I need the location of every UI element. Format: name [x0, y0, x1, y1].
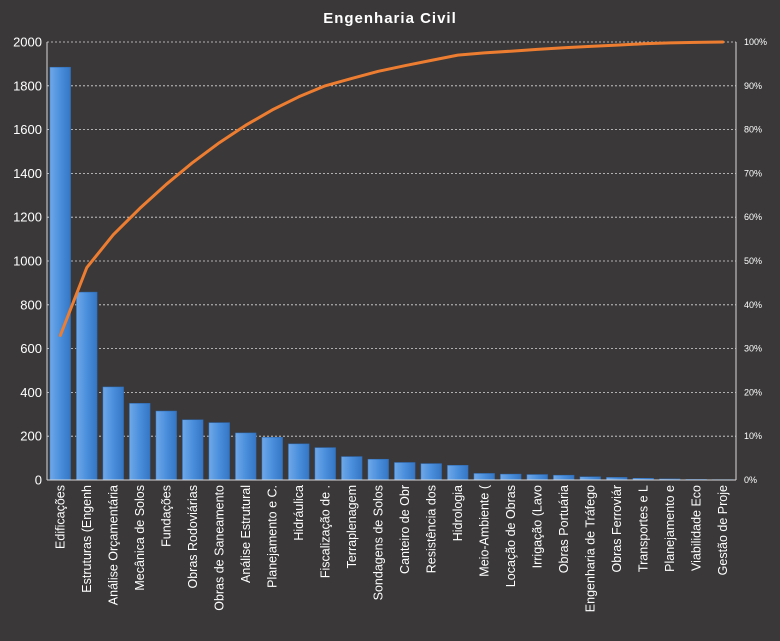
x-category-label: Resistência dos: [424, 485, 438, 573]
bar: [473, 473, 495, 481]
gridlines: [47, 41, 736, 437]
y2-tick-label: 50%: [744, 256, 762, 266]
bar: [394, 462, 416, 481]
x-category-label: Obras de Saneamento: [212, 485, 226, 611]
bar: [447, 465, 469, 481]
y2-tick-label: 90%: [744, 81, 762, 91]
x-category-label: Análise Estrutural: [239, 485, 253, 583]
y2-tick-label: 10%: [744, 431, 762, 441]
y-tick-label: 1200: [13, 210, 42, 225]
x-category-label: Obras Portuária: [557, 485, 571, 573]
y-tick-label: 0: [35, 473, 42, 488]
y2-tick-label: 100%: [744, 37, 767, 47]
x-category-label: Viabilidade Eco: [689, 485, 703, 571]
x-category-label: Engenharia de Tráfego: [583, 485, 597, 612]
bar: [261, 437, 283, 481]
y-tick-label: 600: [20, 341, 42, 356]
y-tick-label: 2000: [13, 35, 42, 50]
x-category-label: Fundações: [159, 485, 173, 547]
y-tick-label: 200: [20, 429, 42, 444]
bar: [341, 456, 363, 481]
bar: [526, 474, 548, 481]
y-tick-label: 1600: [13, 122, 42, 137]
x-category-label: Planejamento e: [663, 485, 677, 572]
y2-tick-label: 40%: [744, 300, 762, 310]
y2-tick-label: 70%: [744, 168, 762, 178]
x-category-label: Mecânica de Solos: [133, 485, 147, 591]
x-category-label: Canteiro de Obr: [398, 485, 412, 574]
x-category-label: Planejamento e C.: [265, 485, 279, 588]
y-tick-label: 1000: [13, 254, 42, 269]
bar: [129, 403, 151, 481]
x-category-label: Estruturas (Engenh: [80, 485, 94, 593]
y-axis-ticks: 0 200 400 600 800 1000 1200 1400 1600 1800 2000: [13, 35, 42, 488]
x-category-label: Hidrologia: [451, 485, 465, 541]
bar: [208, 422, 230, 481]
x-category-label: Gestão de Proje: [716, 485, 730, 575]
x-category-label: Sondagens de Solos: [371, 485, 385, 600]
bar: [182, 419, 204, 481]
x-category-label: Irrigação (Lavo: [530, 485, 544, 568]
chart-title: Engenharia Civil: [323, 10, 457, 27]
x-category-label: Fiscalização de .: [318, 485, 332, 578]
y2-axis-ticks: 0% 10% 20% 30% 40% 50% 60% 70% 80% 90% 100%: [744, 37, 767, 485]
y2-tick-label: 60%: [744, 212, 762, 222]
axes: [46, 42, 737, 481]
y2-tick-label: 80%: [744, 125, 762, 135]
x-category-label: Edificações: [53, 485, 67, 549]
bar-series: [49, 66, 734, 481]
x-category-label: Análise Orçamentária: [106, 485, 120, 605]
bar: [102, 386, 124, 481]
bar: [367, 458, 389, 481]
bar: [288, 443, 310, 481]
y-tick-label: 1400: [13, 166, 42, 181]
y2-tick-label: 30%: [744, 344, 762, 354]
x-category-label: Meio-Ambiente (: [477, 484, 491, 577]
cumulative-line-series: [58, 40, 725, 337]
bar: [420, 463, 442, 481]
y-tick-label: 800: [20, 297, 42, 312]
cumulative-line: [58, 40, 725, 337]
bar: [76, 291, 98, 481]
bar: [553, 474, 575, 481]
x-category-label: Locação de Obras: [504, 485, 518, 587]
y-tick-label: 400: [20, 385, 42, 400]
x-category-label: Obras Rodoviárias: [186, 485, 200, 589]
bar: [500, 473, 522, 481]
x-axis-labels: Edificações Estruturas (Engenh Análise Orç…: [53, 484, 730, 612]
bar: [235, 432, 257, 481]
bar: [49, 66, 71, 481]
x-category-label: Transportes e L: [636, 485, 650, 572]
y2-tick-label: 20%: [744, 387, 762, 397]
y-tick-label: 1800: [13, 78, 42, 93]
y2-tick-label: 0%: [744, 475, 757, 485]
x-category-label: Terraplenagem: [345, 485, 359, 568]
x-category-label: Hidráulica: [292, 485, 306, 541]
bar: [155, 410, 177, 481]
x-category-label: Obras Ferroviár: [610, 485, 624, 573]
bar: [314, 447, 336, 481]
